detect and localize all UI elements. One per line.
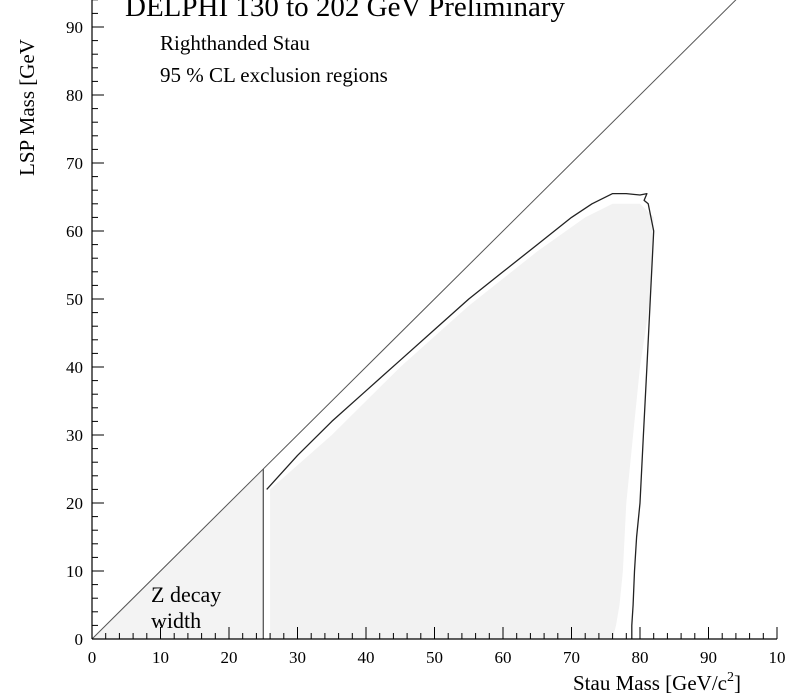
annotation-width: width: [151, 608, 201, 633]
x-tick-label: 90: [700, 648, 717, 667]
regions-layer: [92, 203, 654, 640]
x-axis-label: Stau Mass [GeV/c2]: [573, 670, 741, 695]
x-tick-label: 40: [358, 648, 375, 667]
chart-subtitle-line-2: 95 % CL exclusion regions: [160, 63, 388, 87]
x-axis-label-superscript: 2: [727, 670, 734, 685]
y-tick-label: 0: [75, 630, 84, 649]
x-tick-label: 10: [769, 648, 786, 667]
y-tick-label: 20: [66, 494, 83, 513]
y-tick-label: 40: [66, 358, 83, 377]
lines-layer: [91, 0, 737, 640]
diagonal-line: [91, 0, 737, 640]
y-axis-label-text: LSP Mass [GeV: [15, 39, 39, 176]
x-tick-label: 10: [152, 648, 169, 667]
chart-title: DELPHI 130 to 202 GeV Preliminary: [125, 0, 566, 23]
series-exclusion-contour: [266, 192, 655, 639]
chart-subtitle-line-1: Righthanded Stau: [160, 31, 310, 55]
annotation-z-decay: Z decay: [151, 582, 221, 607]
x-tick-label: 70: [563, 648, 580, 667]
y-tick-label: 90: [66, 18, 83, 37]
x-tick-label: 0: [88, 648, 97, 667]
x-tick-label: 80: [632, 648, 649, 667]
x-tick-label: 30: [289, 648, 306, 667]
x-tick-label: 60: [495, 648, 512, 667]
x-tick-label: 50: [426, 648, 443, 667]
y-tick-label: 60: [66, 222, 83, 241]
y-tick-label: 50: [66, 290, 83, 309]
series-exclusion-region: [270, 203, 654, 640]
y-tick-label: 70: [66, 154, 83, 173]
y-tick-label: 80: [66, 86, 83, 105]
axes-layer: [91, 0, 778, 640]
x-axis-label-text: Stau Mass [GeV/c: [573, 671, 727, 695]
y-axis-label: LSP Mass [GeV: [15, 39, 39, 176]
x-axis-label-suffix: ]: [734, 671, 741, 695]
y-tick-label: 10: [66, 562, 83, 581]
x-tick-label: 20: [221, 648, 238, 667]
y-tick-label: 30: [66, 426, 83, 445]
